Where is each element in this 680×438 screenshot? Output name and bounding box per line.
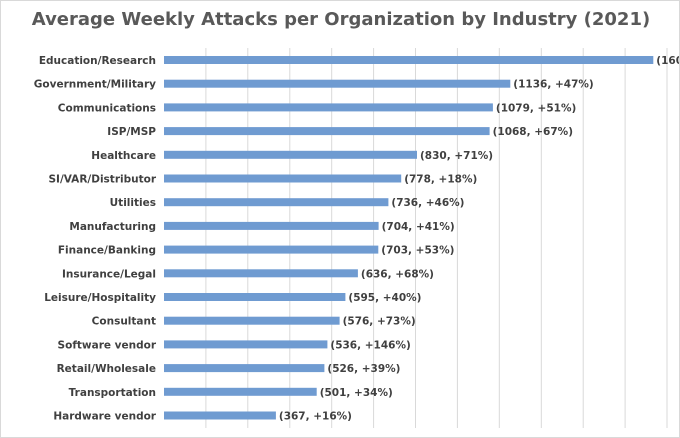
bar-hardware-vendor [164, 411, 276, 420]
bar-healthcare [164, 150, 417, 159]
bar-consultant [164, 316, 340, 325]
bar-leisure-hospitality [164, 293, 346, 301]
data-label: (1136, +47%) [513, 79, 593, 91]
bars [164, 56, 654, 420]
category-label: Finance/Banking [58, 245, 156, 257]
category-label: Software vendor [58, 339, 157, 351]
bar-isp-msp [164, 127, 490, 136]
category-label: Transportation [69, 387, 156, 399]
data-label: (636, +68%) [361, 268, 434, 280]
bar-government-military [164, 79, 511, 88]
category-label: Manufacturing [69, 221, 156, 233]
bar-communications [164, 103, 493, 112]
bar-utilities [164, 198, 389, 207]
category-label: ISP/MSP [107, 126, 156, 138]
labels: Education/Research (1605, +75%) Government… [34, 55, 680, 423]
data-label: (736, +46%) [391, 197, 464, 209]
bar-software-vendor [164, 340, 328, 349]
bar-retail-wholesale [164, 364, 325, 373]
bar-insurance-legal [164, 269, 358, 278]
data-label: (704, +41%) [382, 221, 455, 233]
data-label: (830, +71%) [420, 150, 493, 162]
data-label: (526, +39%) [327, 363, 400, 375]
category-label: Utilities [110, 197, 156, 209]
bar-education-research [164, 56, 654, 64]
data-label: (1079, +51%) [496, 102, 576, 114]
category-label: Leisure/Hospitality [44, 292, 156, 304]
bar-manufacturing [164, 221, 379, 230]
data-label: (1068, +67%) [493, 126, 573, 138]
data-label: (595, +40%) [348, 292, 421, 304]
bar-finance-banking [164, 245, 379, 254]
category-label: SI/VAR/Distributor [48, 174, 156, 186]
category-label: Insurance/Legal [62, 268, 156, 280]
category-label: Education/Research [39, 55, 156, 67]
data-label: (536, +146%) [330, 339, 410, 351]
category-label: Retail/Wholesale [57, 363, 156, 375]
category-label: Government/Military [34, 79, 156, 91]
data-label: (367, +16%) [279, 411, 352, 423]
data-label: (576, +73%) [343, 316, 416, 328]
data-label: (778, +18%) [404, 174, 477, 186]
category-label: Healthcare [91, 150, 156, 162]
bar-transportation [164, 387, 317, 396]
chart-title: Average Weekly Attacks per Organization … [31, 9, 651, 30]
data-label: (703, +53%) [381, 245, 454, 257]
category-label: Hardware vendor [53, 411, 156, 423]
data-label: (1605, +75%) [656, 55, 680, 67]
category-label: Consultant [92, 316, 156, 328]
category-label: Communications [58, 102, 156, 114]
bar-si-var-distributor [164, 174, 402, 183]
data-label: (501, +34%) [320, 387, 393, 399]
